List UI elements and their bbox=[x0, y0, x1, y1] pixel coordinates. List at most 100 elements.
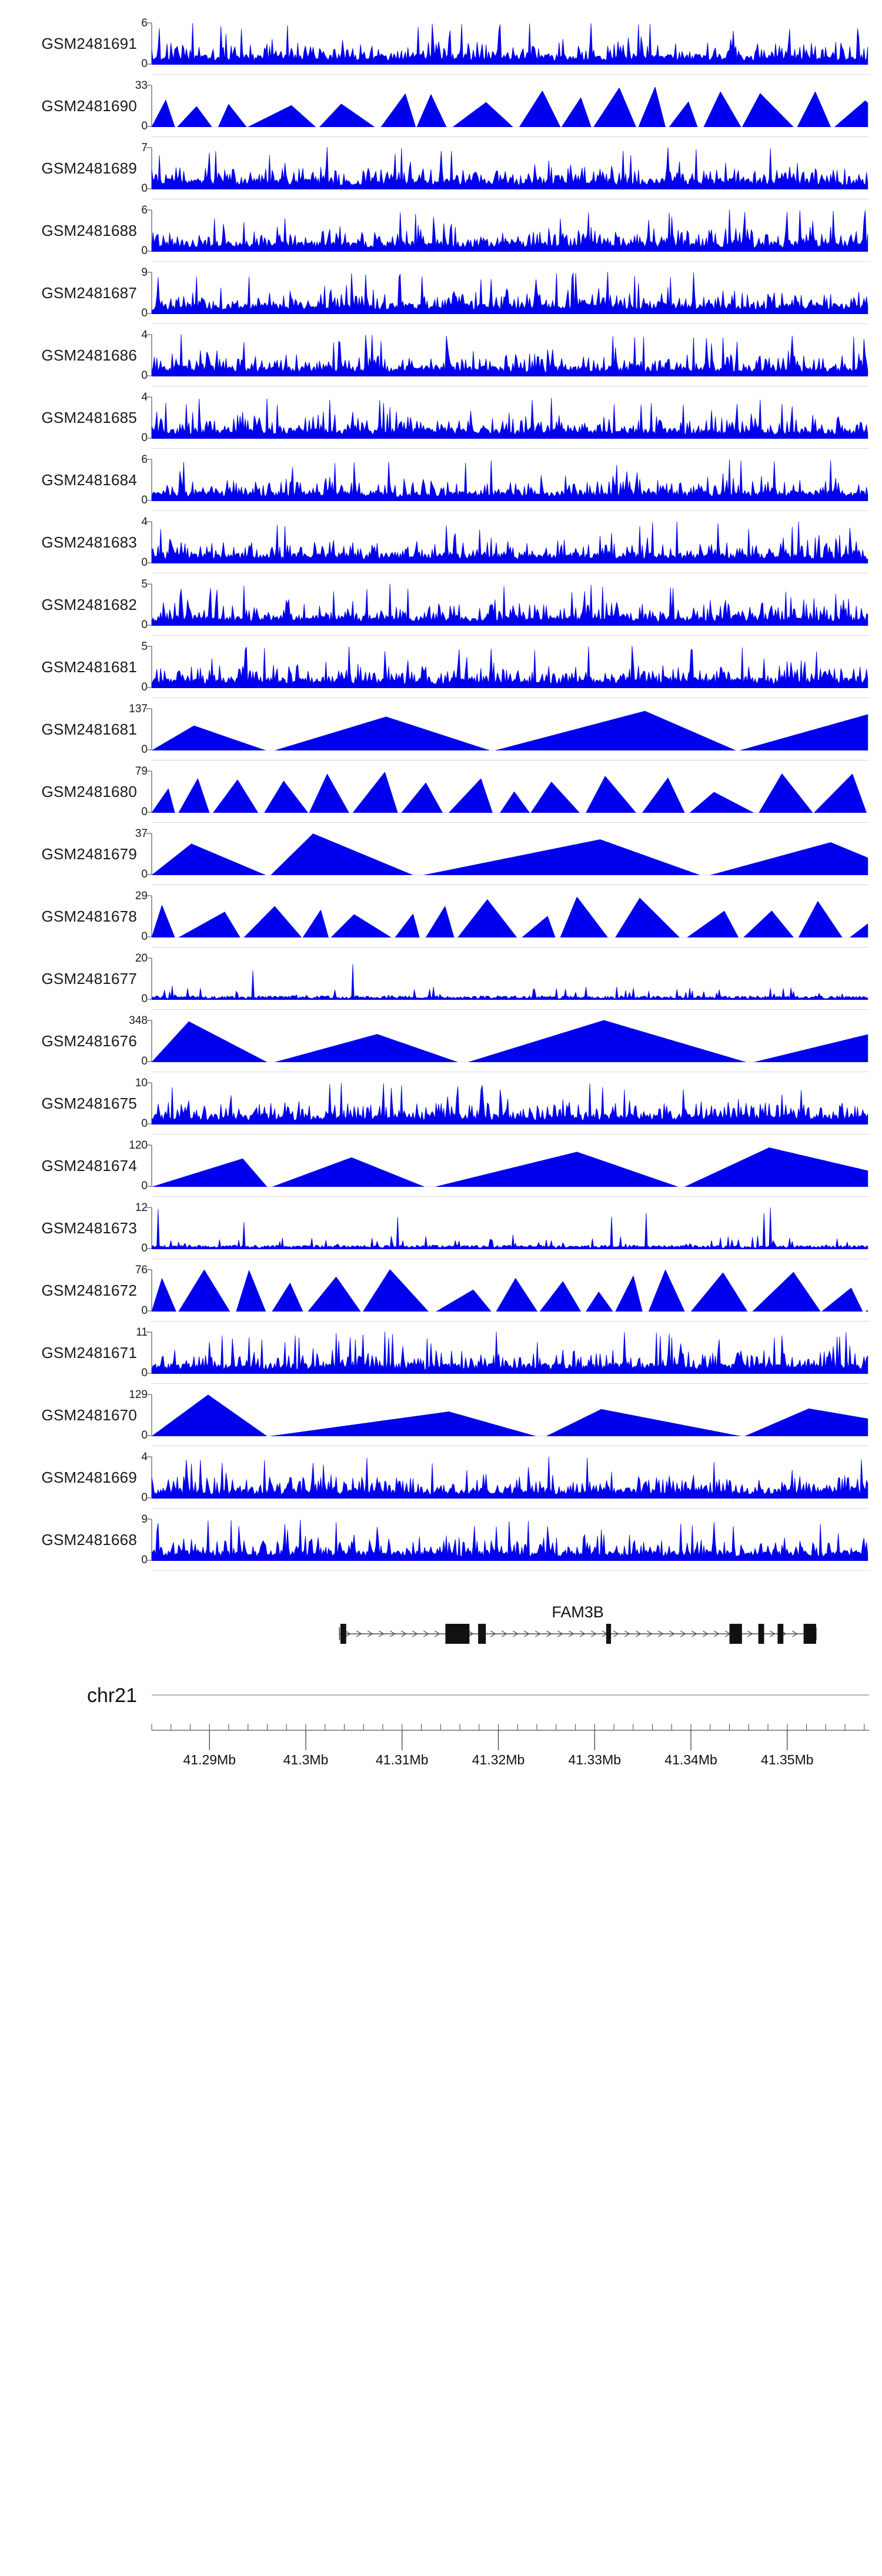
track-plot-area: 20 0 bbox=[135, 953, 869, 1005]
coverage-area bbox=[152, 521, 868, 563]
track-plot-area: 120 0 bbox=[129, 1140, 869, 1192]
axis-max-label: 137 bbox=[129, 703, 148, 715]
axis-min-label: 0 bbox=[141, 1554, 148, 1566]
track-label: GSM2481672 bbox=[41, 1281, 137, 1299]
track-label: GSM2481691 bbox=[41, 34, 137, 52]
axis-min-label: 0 bbox=[141, 58, 148, 70]
gene-model-svg bbox=[339, 1624, 817, 1644]
coverage-area bbox=[152, 1456, 868, 1499]
track-y-axis bbox=[146, 459, 152, 501]
track-plot-area: 76 0 bbox=[135, 1264, 869, 1316]
coverage-area bbox=[152, 86, 868, 127]
track-y-axis bbox=[146, 770, 152, 813]
track-label: GSM2481677 bbox=[41, 969, 137, 987]
axis-min-label: 0 bbox=[141, 681, 148, 693]
axis-tick-label: 41.35Mb bbox=[761, 1752, 814, 1767]
axis-min-label: 0 bbox=[141, 556, 148, 569]
axis-max-label: 4 bbox=[141, 329, 148, 341]
track-label: GSM2481671 bbox=[41, 1343, 137, 1362]
coverage-area bbox=[152, 1332, 868, 1374]
axis-max-label: 37 bbox=[135, 827, 148, 840]
track-separator bbox=[152, 1570, 869, 1571]
track-separator bbox=[152, 1508, 869, 1509]
track-label: GSM2481681 bbox=[41, 658, 137, 676]
axis-max-label: 348 bbox=[129, 1015, 148, 1027]
track-plot-area: 137 0 bbox=[129, 703, 869, 755]
track-plot-area: 348 0 bbox=[129, 1015, 869, 1067]
coverage-area bbox=[152, 459, 868, 501]
track-label: GSM2481687 bbox=[41, 283, 137, 302]
axis-min-label: 0 bbox=[141, 1304, 148, 1317]
track-separator bbox=[152, 261, 869, 262]
axis-max-label: 6 bbox=[141, 17, 148, 29]
axis-min-label: 0 bbox=[141, 930, 148, 943]
track-separator bbox=[152, 323, 869, 324]
coverage-area bbox=[152, 147, 868, 189]
axis-max-label: 4 bbox=[141, 1451, 148, 1463]
track-label: GSM2481690 bbox=[41, 96, 137, 115]
axis-min-label: 0 bbox=[141, 245, 148, 257]
track-separator bbox=[152, 74, 869, 75]
axis-min-label: 0 bbox=[141, 120, 148, 132]
track-y-axis bbox=[146, 209, 152, 252]
track-y-axis bbox=[146, 1394, 152, 1436]
coverage-area bbox=[152, 1020, 868, 1062]
axis-max-label: 6 bbox=[141, 453, 148, 466]
track-plot-area: 37 0 bbox=[135, 828, 869, 880]
coverage-track: GSM2481681 5 0 bbox=[0, 641, 882, 693]
axis-max-label: 129 bbox=[129, 1389, 148, 1401]
coverage-area bbox=[152, 23, 868, 65]
coverage-track: GSM2481670 129 0 bbox=[0, 1389, 882, 1441]
track-label: GSM2481680 bbox=[41, 782, 137, 800]
axis-tick-label: 41.29Mb bbox=[183, 1752, 236, 1767]
chromosome-axis-panel: chr21 41.29Mb 41.3Mb 41.31Mb 41.32Mb 41.33Mb… bbox=[0, 1680, 882, 2576]
coverage-track: GSM2481671 11 0 bbox=[0, 1327, 882, 1379]
track-label: GSM2481679 bbox=[41, 845, 137, 863]
track-label: GSM2481682 bbox=[41, 595, 137, 613]
axis-max-label: 12 bbox=[135, 1202, 148, 1214]
coverage-area bbox=[152, 1520, 868, 1561]
track-y-axis bbox=[146, 646, 152, 688]
coverage-track: GSM2481672 76 0 bbox=[0, 1264, 882, 1316]
axis-tick-label: 41.33Mb bbox=[569, 1752, 622, 1767]
coverage-area bbox=[152, 772, 868, 813]
coverage-track: GSM2481673 12 0 bbox=[0, 1202, 882, 1254]
track-separator bbox=[152, 136, 869, 137]
coverage-track: GSM2481675 10 0 bbox=[0, 1077, 882, 1129]
track-separator bbox=[152, 1383, 869, 1384]
axis-max-label: 20 bbox=[135, 952, 148, 965]
coverage-area bbox=[152, 1394, 868, 1436]
axis-max-label: 4 bbox=[141, 391, 148, 403]
axis-tick-label: 41.34Mb bbox=[664, 1752, 717, 1767]
track-y-axis bbox=[146, 583, 152, 626]
track-y-axis bbox=[146, 85, 152, 127]
coverage-track: GSM2481684 6 0 bbox=[0, 454, 882, 506]
axis-max-label: 5 bbox=[141, 640, 148, 653]
coverage-area bbox=[152, 209, 868, 252]
track-separator bbox=[152, 822, 869, 823]
coverage-area bbox=[152, 583, 868, 626]
axis-max-label: 5 bbox=[141, 578, 148, 590]
axis-tick-label: 41.3Mb bbox=[283, 1752, 329, 1767]
track-separator bbox=[152, 510, 869, 511]
track-label: GSM2481676 bbox=[41, 1032, 137, 1050]
coverage-track: GSM2481688 6 0 bbox=[0, 205, 882, 256]
coverage-area bbox=[152, 1207, 868, 1249]
coverage-area bbox=[152, 1147, 868, 1187]
axis-max-label: 9 bbox=[141, 1513, 148, 1526]
axis-max-label: 9 bbox=[141, 266, 148, 279]
axis-max-label: 7 bbox=[141, 142, 148, 154]
axis-min-label: 0 bbox=[141, 494, 148, 506]
axis-max-label: 79 bbox=[135, 765, 148, 778]
coverage-track: GSM2481677 20 0 bbox=[0, 953, 882, 1005]
coverage-track: GSM2481681 137 0 bbox=[0, 703, 882, 755]
coverage-track: GSM2481678 29 0 bbox=[0, 890, 882, 942]
